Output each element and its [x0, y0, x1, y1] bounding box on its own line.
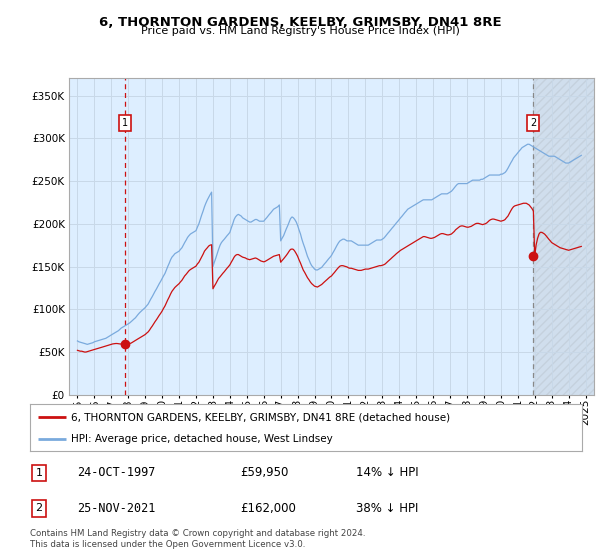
Text: 6, THORNTON GARDENS, KEELBY, GRIMSBY, DN41 8RE (detached house): 6, THORNTON GARDENS, KEELBY, GRIMSBY, DN… [71, 412, 451, 422]
Text: 2: 2 [530, 118, 536, 128]
Text: 1: 1 [35, 468, 43, 478]
Text: 1: 1 [122, 118, 128, 128]
Text: £59,950: £59,950 [240, 466, 288, 479]
Text: 14% ↓ HPI: 14% ↓ HPI [356, 466, 418, 479]
Text: Contains HM Land Registry data © Crown copyright and database right 2024.
This d: Contains HM Land Registry data © Crown c… [30, 529, 365, 549]
Text: 2: 2 [35, 503, 43, 514]
Bar [533, 78, 594, 395]
Text: 38% ↓ HPI: 38% ↓ HPI [356, 502, 418, 515]
Text: £162,000: £162,000 [240, 502, 296, 515]
Text: Price paid vs. HM Land Registry's House Price Index (HPI): Price paid vs. HM Land Registry's House … [140, 26, 460, 36]
Text: 6, THORNTON GARDENS, KEELBY, GRIMSBY, DN41 8RE: 6, THORNTON GARDENS, KEELBY, GRIMSBY, DN… [98, 16, 502, 29]
Text: 25-NOV-2021: 25-NOV-2021 [77, 502, 155, 515]
Text: HPI: Average price, detached house, West Lindsey: HPI: Average price, detached house, West… [71, 434, 333, 444]
Text: 24-OCT-1997: 24-OCT-1997 [77, 466, 155, 479]
